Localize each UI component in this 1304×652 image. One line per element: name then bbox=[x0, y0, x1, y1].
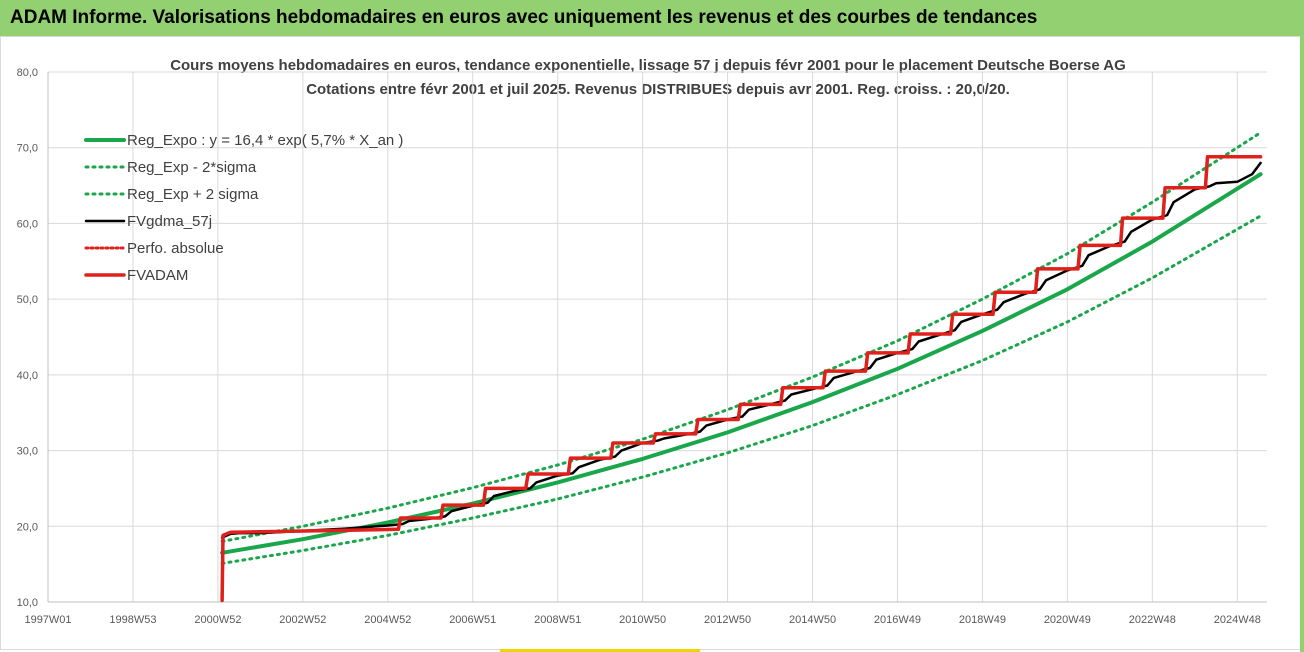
x-tick-label: 2004W52 bbox=[364, 614, 411, 626]
series-line-6 bbox=[220, 155, 1263, 603]
legend: Reg_Expo : y = 16,4 * exp( 5,7% * X_an )… bbox=[84, 132, 403, 284]
frame-edge-right bbox=[1300, 36, 1304, 652]
legend-label-2: Reg_Exp - 2*sigma bbox=[127, 159, 257, 176]
x-tick-label: 2012W50 bbox=[704, 614, 751, 626]
frame-edge-bottom bbox=[500, 649, 700, 652]
report-banner: ADAM Informe. Valorisations hebdomadaire… bbox=[0, 0, 1304, 36]
y-tick-label: 20,0 bbox=[17, 521, 38, 533]
x-tick-label: 2018W49 bbox=[959, 614, 1006, 626]
y-tick-label: 70,0 bbox=[17, 143, 38, 155]
x-tick-label: 2014W50 bbox=[789, 614, 836, 626]
y-tick-label: 50,0 bbox=[17, 294, 38, 306]
x-tick-label: 2022W48 bbox=[1129, 614, 1176, 626]
legend-label-1: Reg_Expo : y = 16,4 * exp( 5,7% * X_an ) bbox=[127, 132, 403, 149]
x-tick-label: 2010W50 bbox=[619, 614, 666, 626]
chart-title-line-2: Cotations entre févr 2001 et juil 2025. … bbox=[306, 81, 1010, 98]
y-tick-label: 10,0 bbox=[17, 597, 38, 609]
legend-label-5: Perfo. absolue bbox=[127, 240, 224, 257]
series-line-4 bbox=[220, 161, 1262, 539]
chart-canvas: Cours moyens hebdomadaires en euros, ten… bbox=[17, 57, 1267, 626]
legend-label-4: FVgdma_57j bbox=[127, 213, 212, 230]
x-tick-label: 1998W53 bbox=[109, 614, 156, 626]
y-tick-label: 60,0 bbox=[17, 218, 38, 230]
y-tick-label: 80,0 bbox=[17, 67, 38, 79]
series-line-2 bbox=[220, 214, 1263, 565]
y-tick-label: 30,0 bbox=[17, 446, 38, 458]
chart-title-line-1: Cours moyens hebdomadaires en euros, ten… bbox=[170, 57, 1126, 74]
x-tick-label: 2008W51 bbox=[534, 614, 581, 626]
legend-label-6: FVADAM bbox=[127, 267, 188, 284]
x-tick-label: 2016W49 bbox=[874, 614, 921, 626]
series-layer bbox=[220, 131, 1263, 603]
series-line-1 bbox=[220, 172, 1263, 555]
y-tick-label: 40,0 bbox=[17, 370, 38, 382]
grid bbox=[47, 71, 1267, 603]
series-line-3 bbox=[220, 131, 1263, 543]
x-tick-label: 2024W48 bbox=[1214, 614, 1261, 626]
legend-label-3: Reg_Exp + 2 sigma bbox=[127, 186, 259, 203]
axes: 10,0 20,0 30,0 40,0 50,0 60,0 70,0 80,0 1997W01 1… bbox=[17, 67, 1267, 626]
x-tick-label: 1997W01 bbox=[24, 614, 71, 626]
x-tick-label: 2020W49 bbox=[1044, 614, 1091, 626]
x-tick-label: 2000W52 bbox=[194, 614, 241, 626]
x-tick-label: 2002W52 bbox=[279, 614, 326, 626]
x-tick-label: 2006W51 bbox=[449, 614, 496, 626]
report-title: ADAM Informe. Valorisations hebdomadaire… bbox=[10, 7, 1038, 28]
